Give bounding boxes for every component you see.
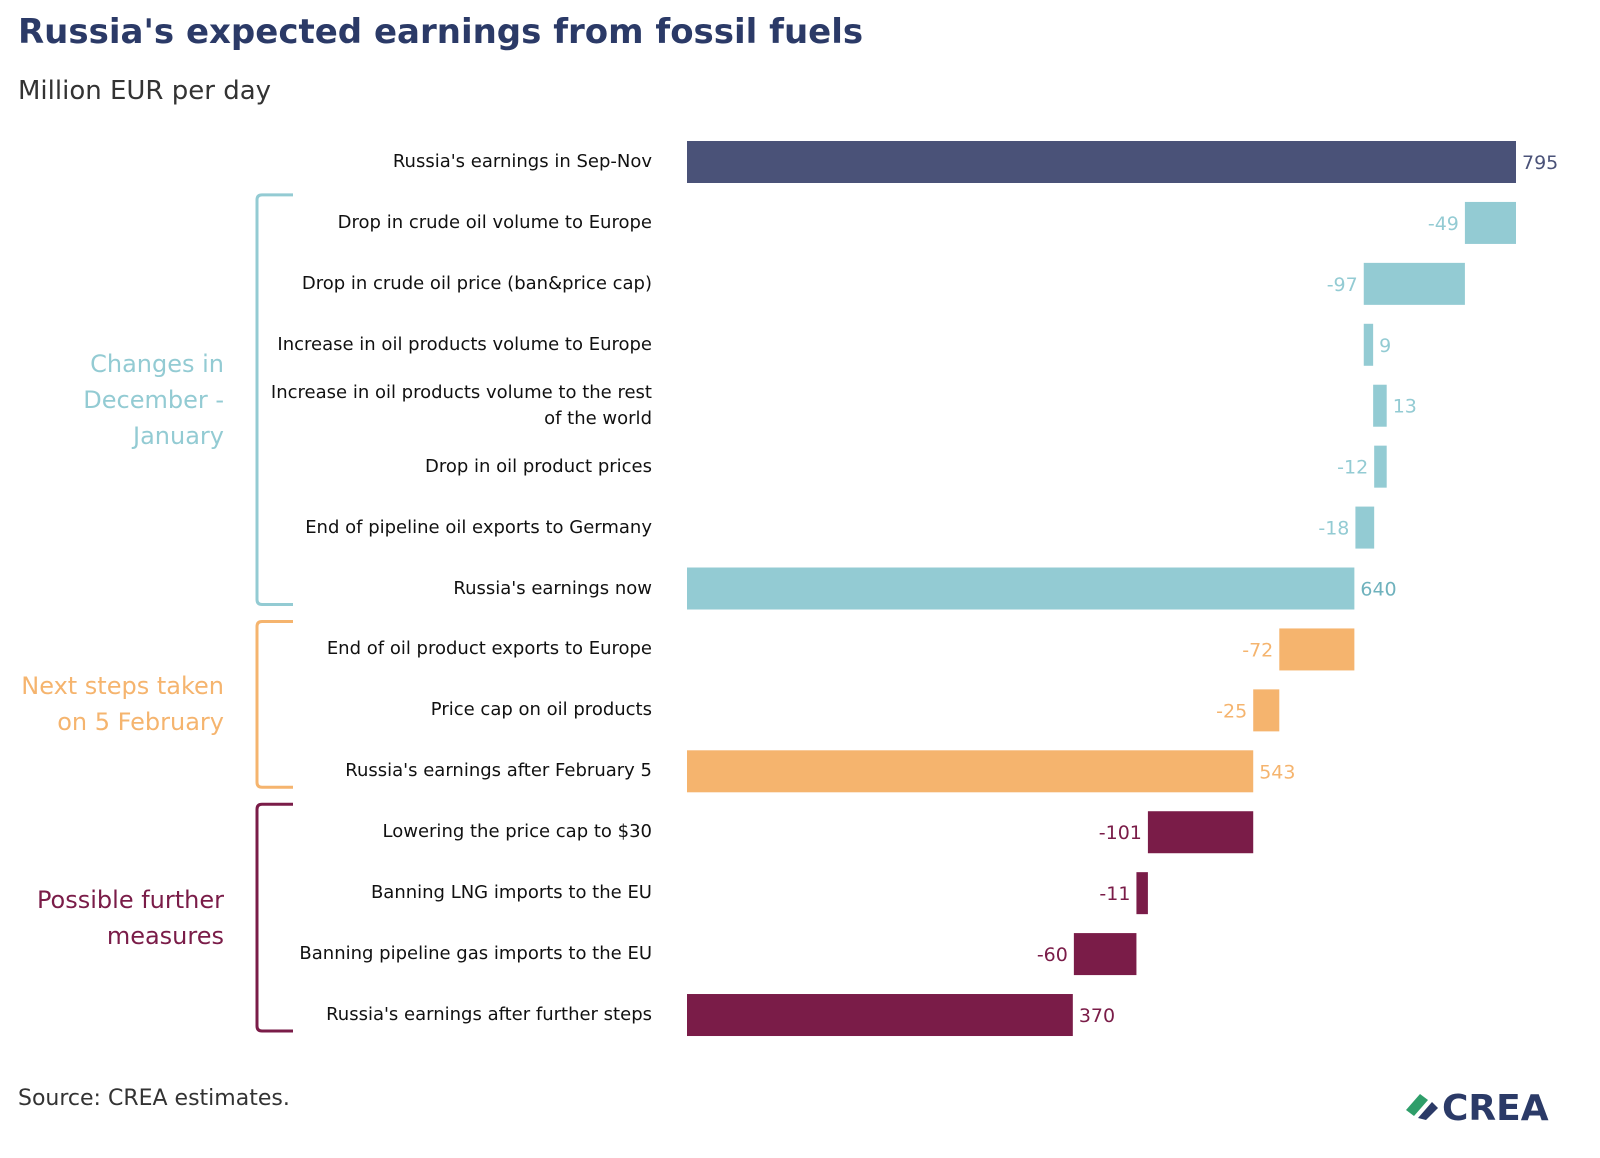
category-label: Russia's earnings after February 5 bbox=[345, 760, 652, 782]
bar bbox=[1136, 872, 1148, 915]
bar bbox=[1373, 384, 1387, 427]
bar bbox=[1363, 262, 1465, 305]
bar bbox=[1374, 445, 1387, 488]
category-label: End of pipeline oil exports to Germany bbox=[305, 516, 652, 538]
category-label: Banning LNG imports to the EU bbox=[370, 882, 652, 904]
group-bracket bbox=[255, 619, 293, 789]
bar bbox=[687, 994, 1073, 1037]
category-label: Increase in oil products volume to the r… bbox=[270, 381, 652, 429]
value-label: -25 bbox=[1216, 700, 1247, 722]
group-bracket bbox=[255, 193, 293, 607]
chart-subtitle: Million EUR per day bbox=[18, 76, 272, 106]
category-label: Increase in oil products volume to Europ… bbox=[277, 333, 652, 355]
group-label: Changes in December - January bbox=[83, 349, 224, 450]
value-label: 795 bbox=[1522, 152, 1558, 174]
category-label: Lowering the price cap to $30 bbox=[382, 821, 652, 843]
value-label: 543 bbox=[1259, 761, 1295, 783]
bar bbox=[1355, 506, 1375, 549]
bar bbox=[687, 141, 1516, 183]
group-label: Next steps taken on 5 February bbox=[21, 672, 224, 737]
category-label: Price cap on oil products bbox=[430, 699, 652, 721]
bar bbox=[687, 567, 1355, 610]
value-label: -18 bbox=[1318, 518, 1349, 540]
group-bracket bbox=[255, 802, 293, 1033]
category-label: Russia's earnings in Sep-Nov bbox=[392, 151, 652, 172]
chart-title: Russia's expected earnings from fossil f… bbox=[18, 12, 864, 52]
value-label: -12 bbox=[1337, 457, 1368, 479]
value-label: -60 bbox=[1037, 944, 1068, 966]
logo-icon bbox=[1406, 1094, 1438, 1120]
value-label: -72 bbox=[1242, 639, 1273, 661]
bar bbox=[1464, 201, 1516, 244]
bar bbox=[1363, 323, 1374, 366]
category-label: Drop in oil product prices bbox=[424, 455, 652, 477]
logo-text: CREA bbox=[1442, 1088, 1549, 1129]
category-label: End of oil product exports to Europe bbox=[326, 638, 652, 660]
category-label: Banning pipeline gas imports to the EU bbox=[299, 943, 652, 965]
bar bbox=[687, 750, 1254, 793]
bar bbox=[1147, 811, 1254, 854]
value-label: -97 bbox=[1327, 274, 1358, 296]
group-label: Possible further measures bbox=[36, 885, 224, 950]
bar bbox=[1073, 933, 1137, 976]
value-label: 9 bbox=[1379, 335, 1391, 357]
source: Source: CREA estimates. bbox=[18, 1086, 290, 1111]
value-label: -101 bbox=[1099, 822, 1142, 844]
value-label: 370 bbox=[1079, 1005, 1115, 1027]
category-label: Drop in crude oil volume to Europe bbox=[337, 211, 652, 233]
value-label: 640 bbox=[1360, 579, 1396, 601]
category-label: Russia's earnings now bbox=[453, 577, 652, 599]
value-label: 13 bbox=[1393, 396, 1417, 418]
bar bbox=[1253, 689, 1280, 732]
bar bbox=[1279, 628, 1355, 671]
category-label: Drop in crude oil price (ban&price cap) bbox=[301, 272, 652, 294]
value-label: -11 bbox=[1099, 883, 1130, 905]
value-label: -49 bbox=[1428, 213, 1459, 235]
category-label: Russia's earnings after further steps bbox=[326, 1004, 652, 1026]
